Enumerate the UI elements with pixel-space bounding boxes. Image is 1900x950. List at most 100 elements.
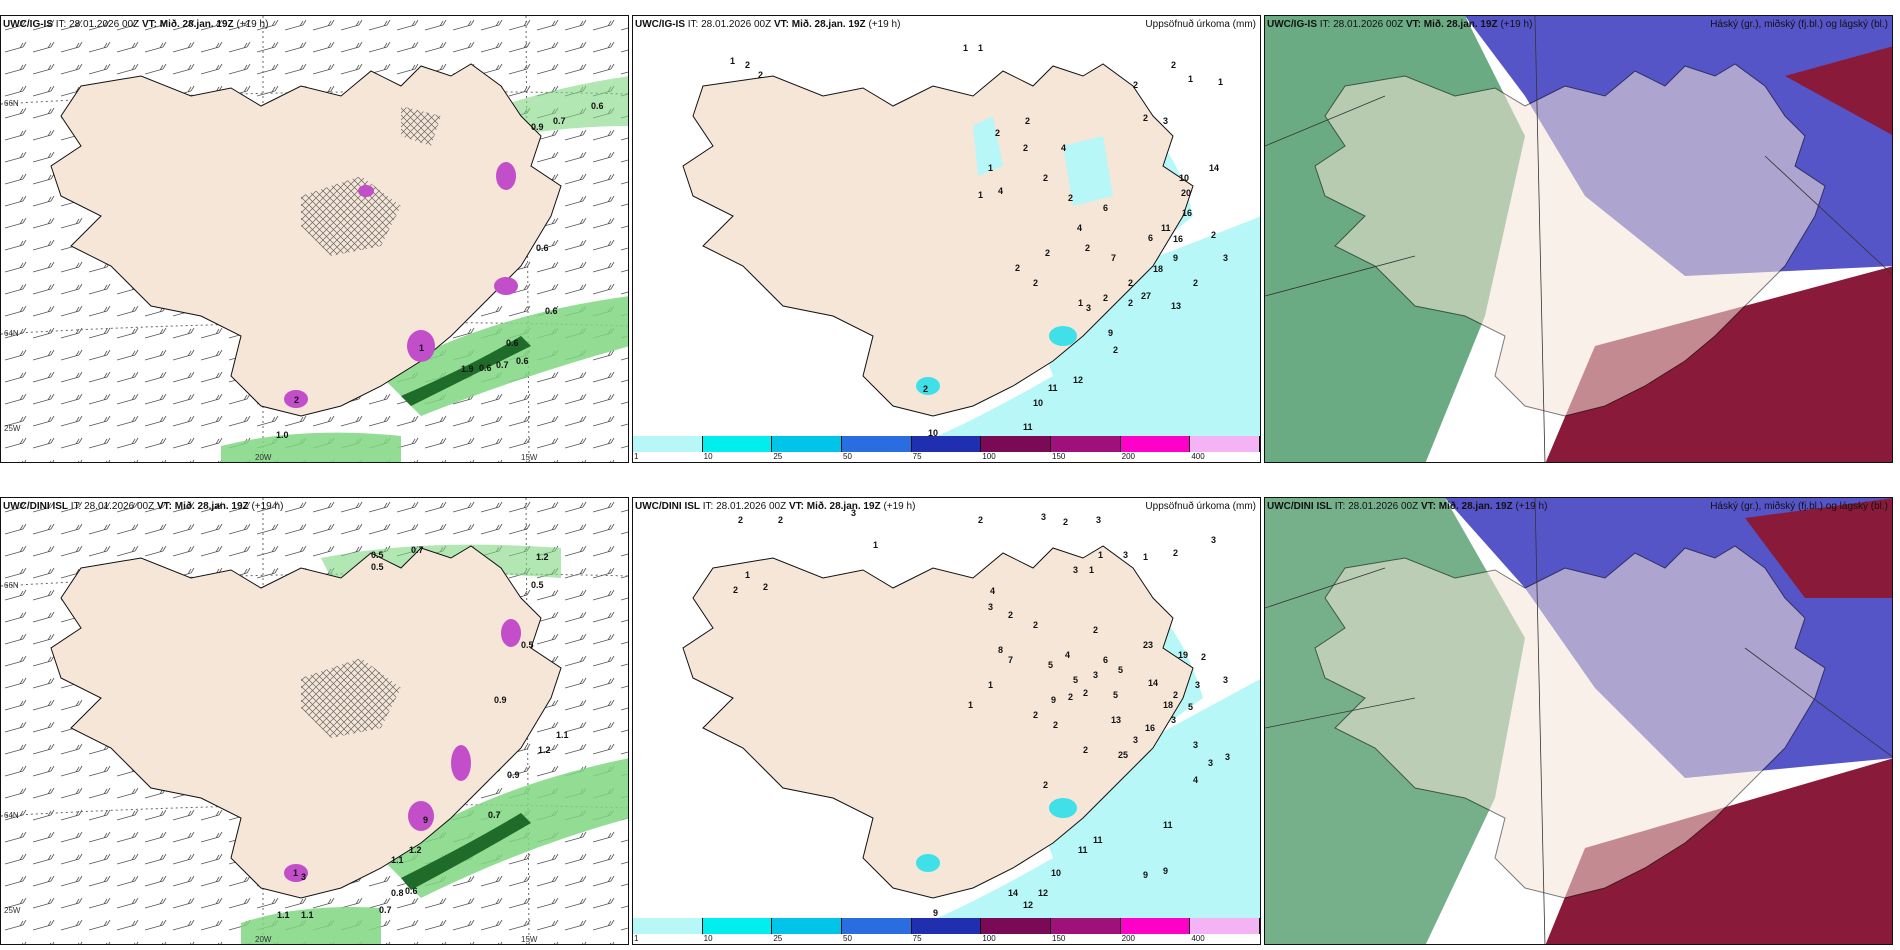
colorbar-tick-label: 25 [773, 934, 783, 943]
value-label: 1 [419, 343, 424, 353]
map-wind-dini[interactable]: 66N 64N 25W 20W 15W 0.5 0.7 0.5 1.2 0.5 … [1, 498, 629, 945]
iceland-landmass [1314, 545, 1826, 899]
value-label: 2 [1143, 113, 1148, 123]
precip-band-south [221, 432, 401, 462]
value-label: 2 [1211, 230, 1216, 240]
lat-label-64n: 64N [4, 329, 19, 338]
value-label: 13 [1111, 715, 1121, 725]
value-label: 1 [988, 680, 993, 690]
precip-cell [496, 162, 516, 190]
colorbar-tick-label: 200 [1121, 452, 1136, 461]
value-label: 4 [998, 186, 1003, 196]
low-cloud-area [1545, 758, 1892, 944]
value-label: 11 [1163, 820, 1173, 830]
value-label: 4 [1061, 143, 1066, 153]
value-label: 2 [1085, 243, 1090, 253]
value-label: 2 [995, 128, 1000, 138]
precip-cell [407, 330, 435, 362]
precip-patch [973, 116, 1003, 176]
panel-title: UWC/DINI ISL IT: 28.01.2026 00Z VT: Mið.… [1267, 501, 1548, 512]
value-label: 2 [1201, 652, 1206, 662]
precip-cell [501, 619, 521, 647]
value-label: 14 [1148, 678, 1158, 688]
map-wind-igis[interactable]: 66N 64N 25W 20W 15W 0.6 0.7 0.6 0.9 0.6 … [1, 16, 629, 463]
value-label: 0.6 [516, 356, 529, 366]
colorbar-segment [772, 436, 843, 452]
value-label: 7 [1111, 253, 1116, 263]
value-label: 3 [1225, 752, 1230, 762]
colorbar-tick-label: 50 [843, 452, 852, 461]
value-label: 1 [293, 868, 298, 878]
colorbar-tick-label: 400 [1191, 452, 1205, 461]
value-label: 3 [1096, 515, 1101, 525]
value-label: 0.8 [391, 888, 404, 898]
colorbar-ticks: 1 10 25 50 75 100 150 200 400 [633, 934, 1260, 944]
lon-label-25w: 25W [4, 906, 21, 915]
map-precip-igis[interactable]: 1 2 2 1 1 2 2 1 1 2 3 2 2 2 1 1 4 4 14 1… [633, 16, 1261, 438]
value-label: 1 [1098, 550, 1103, 560]
value-label: 1.1 [301, 910, 314, 920]
value-label: 9 [1173, 253, 1178, 263]
precip-cell [358, 185, 374, 197]
value-label: 5 [1118, 665, 1123, 675]
value-label: 18 [1153, 264, 1163, 274]
value-label: 0.6 [506, 338, 519, 348]
value-label: 2 [763, 582, 768, 592]
panel-subtitle: Uppsöfnuð úrkoma (mm) [1145, 501, 1256, 512]
value-label: 2 [1043, 780, 1048, 790]
value-label: 11 [1093, 835, 1103, 845]
snow-hatch-area-ne [401, 106, 441, 146]
panel-clouds-igis: UWC/IG-IS IT: 28.01.2026 00Z VT: Mið. 28… [1264, 15, 1893, 463]
value-label: 0.7 [553, 116, 566, 126]
value-label: 2 [1033, 710, 1038, 720]
value-label: 2 [1033, 278, 1038, 288]
colorbar-tick-label: 150 [1052, 452, 1066, 461]
value-label: 3 [301, 872, 306, 882]
value-label: 2 [1068, 193, 1073, 203]
value-label: 1.2 [536, 552, 549, 562]
precip-cell [1049, 326, 1077, 346]
colorbar-segment [911, 436, 982, 452]
value-label: 3 [1211, 535, 1216, 545]
precip-patch [1063, 136, 1113, 206]
value-label: 1 [1089, 565, 1094, 575]
value-label: 13 [1171, 301, 1181, 311]
map-clouds-igis[interactable] [1265, 16, 1893, 463]
colorbar-tick-label: 100 [982, 934, 996, 943]
precip-band-dark [401, 813, 531, 890]
panel-wind-igis: UWC/IG-IS IT: 28.01.2026 00Z VT: Mið. 28… [0, 15, 629, 463]
value-label: 2 [1023, 143, 1028, 153]
iceland-landmass [1314, 63, 1826, 417]
value-label: 2 [1128, 298, 1133, 308]
value-label: 2 [1093, 625, 1098, 635]
value-label: 9 [1108, 328, 1113, 338]
value-label: 1 [1143, 552, 1148, 562]
lon-label-15w: 15W [521, 453, 538, 462]
value-label: 1.1 [556, 730, 569, 740]
value-label: 6 [1148, 233, 1153, 243]
value-label: 14 [1209, 163, 1219, 173]
snow-hatch-area [301, 176, 401, 256]
colorbar-tick-label: 150 [1052, 934, 1066, 943]
value-label: 0.9 [494, 695, 507, 705]
value-label: 2 [1045, 248, 1050, 258]
value-label: 1 [730, 56, 735, 66]
value-label: 11 [1078, 845, 1088, 855]
colorbar-segment [981, 436, 1052, 452]
map-precip-dini[interactable]: 2 2 3 2 3 2 3 1 1 2 2 3 1 2 3 3 1 1 4 3 … [633, 498, 1261, 920]
colorbar-segment [1190, 918, 1260, 934]
value-label: 0.6 [591, 101, 604, 111]
value-label: 4 [1065, 650, 1070, 660]
value-label: 3 [988, 602, 993, 612]
colorbar: 1 10 25 50 75 100 150 200 400 [633, 436, 1260, 462]
value-label: 4 [1077, 223, 1082, 233]
snow-hatch-area [301, 658, 401, 738]
value-label: 27 [1141, 291, 1151, 301]
map-clouds-dini[interactable] [1265, 498, 1893, 945]
lon-label-20w: 20W [255, 453, 272, 462]
panel-precip-dini: UWC/DINI ISL IT: 28.01.2026 00Z VT: Mið.… [632, 497, 1261, 945]
low-cloud-area [1545, 266, 1892, 462]
value-label: 1 [963, 43, 968, 53]
precip-band-dark [401, 336, 531, 406]
value-label: 2 [1068, 692, 1073, 702]
